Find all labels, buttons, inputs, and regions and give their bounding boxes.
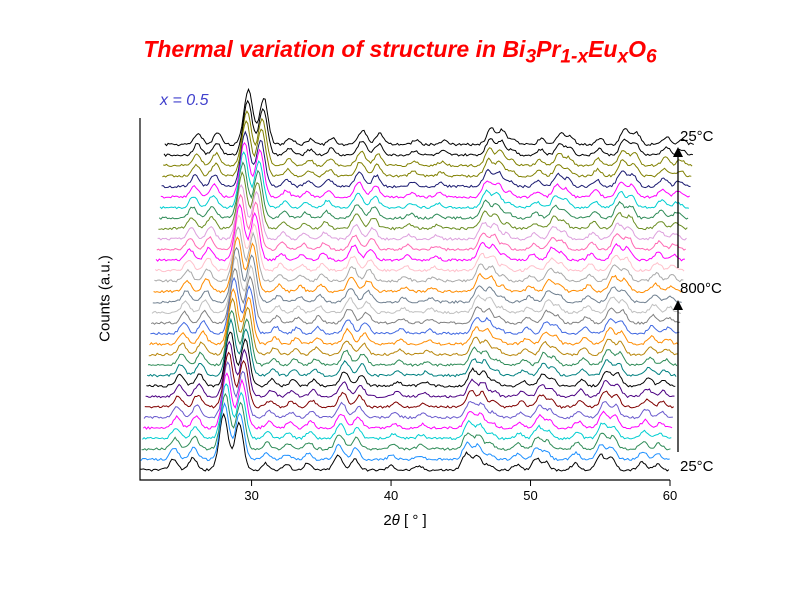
composition-annotation: x = 0.5 [160,92,208,110]
temperature-label: 25°C [680,128,714,145]
page-title: Thermal variation of structure in Bi3Pr1… [0,36,800,69]
temperature-label: 800°C [680,280,722,297]
up-arrow-icon [670,147,686,273]
xrd-waterfall-chart [140,118,670,480]
x-axis-label: 2θ [ ° ] [365,512,445,529]
x-tick-label: 50 [519,488,543,503]
temperature-label: 25°C [680,458,714,475]
x-tick-label: 60 [658,488,682,503]
x-tick-label: 30 [240,488,264,503]
up-arrow-icon [670,300,686,457]
title-text: Thermal variation of structure in Bi3Pr1… [143,36,656,62]
y-axis-label: Counts (a.u.) [97,229,114,369]
x-tick-label: 40 [379,488,403,503]
